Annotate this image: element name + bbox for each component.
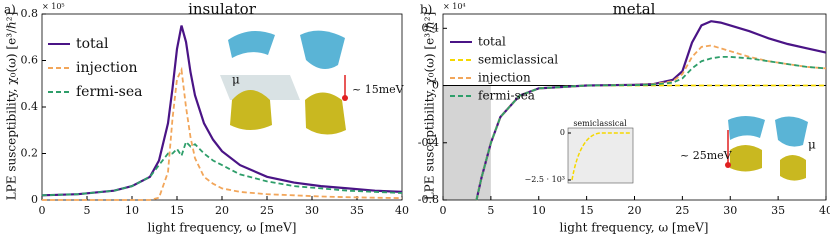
x-tick-label: 25 xyxy=(675,204,689,217)
legend-label: fermi-sea xyxy=(478,89,535,103)
chart-title: insulator xyxy=(188,0,257,18)
x-tick-label: 35 xyxy=(350,204,364,217)
x-tick-label: 30 xyxy=(305,204,319,217)
x-tick-label: 25 xyxy=(260,204,274,217)
y-tick-label: 0 xyxy=(31,193,38,206)
inset-title: semiclassical xyxy=(573,119,627,128)
x-axis-label: light frequency, ω [meV] xyxy=(148,221,297,235)
band-sketch xyxy=(725,116,808,181)
x-tick-label: 40 xyxy=(395,204,409,217)
y-tick-label: 0.4 xyxy=(422,21,440,34)
series-line xyxy=(475,56,827,201)
y-axis-label: LPE susceptibility, χ₀(ω) [e³/ℏ²] xyxy=(423,12,437,201)
y-tick-label: -0.4 xyxy=(418,136,439,149)
y-tick-label: 0.8 xyxy=(21,7,39,20)
scale-note: × 10⁴ xyxy=(443,2,466,11)
x-tick-label: 10 xyxy=(532,204,546,217)
x-tick-label: 0 xyxy=(39,204,46,217)
x-tick-label: 15 xyxy=(580,204,594,217)
legend-label: semiclassical xyxy=(478,53,558,67)
y-axis-label: LPE susceptibility, χ₀(ω) [e³/ℏ²] xyxy=(5,12,19,201)
x-tick-label: 35 xyxy=(771,204,785,217)
inset xyxy=(567,127,634,184)
series-line xyxy=(42,66,403,201)
series-line xyxy=(41,140,403,197)
x-tick-label: 40 xyxy=(819,204,830,217)
x-tick-label: 5 xyxy=(487,204,494,217)
y-tick-label: 0.4 xyxy=(21,100,39,113)
x-axis-label: light frequency, ω [meV] xyxy=(560,221,709,235)
x-tick-label: 30 xyxy=(723,204,737,217)
x-tick-label: 10 xyxy=(125,204,139,217)
series-line xyxy=(475,20,827,201)
inset-tick-label: 0 xyxy=(560,128,565,137)
annotation: ~ 25meV xyxy=(680,149,733,162)
annotation: μ xyxy=(232,73,240,87)
x-tick-label: 15 xyxy=(170,204,184,217)
x-tick-label: 0 xyxy=(440,204,447,217)
x-tick-label: 20 xyxy=(628,204,642,217)
x-tick-label: 5 xyxy=(84,204,91,217)
y-tick-label: 0.2 xyxy=(21,147,39,160)
chart-title: metal xyxy=(613,0,656,18)
y-tick-label: -0.8 xyxy=(418,193,439,206)
annotation: μ xyxy=(808,138,816,152)
legend-label: total xyxy=(76,36,109,52)
inset-tick-label: −2.5 · 10³ xyxy=(525,175,565,184)
shaded-region xyxy=(443,85,491,200)
legend-label: fermi-sea xyxy=(76,84,142,100)
panel-label: b) xyxy=(420,3,432,17)
scale-note: × 10⁵ xyxy=(42,2,65,11)
x-tick-label: 20 xyxy=(215,204,229,217)
annotation: ~ 15meV xyxy=(352,83,405,96)
legend-label: injection xyxy=(478,71,531,85)
panel-label: a) xyxy=(4,3,16,17)
y-tick-label: 0 xyxy=(432,79,439,92)
legend-label: total xyxy=(478,35,506,49)
band-sketch xyxy=(220,30,348,135)
y-tick-label: 0.6 xyxy=(21,54,39,67)
legend-label: injection xyxy=(76,60,138,76)
